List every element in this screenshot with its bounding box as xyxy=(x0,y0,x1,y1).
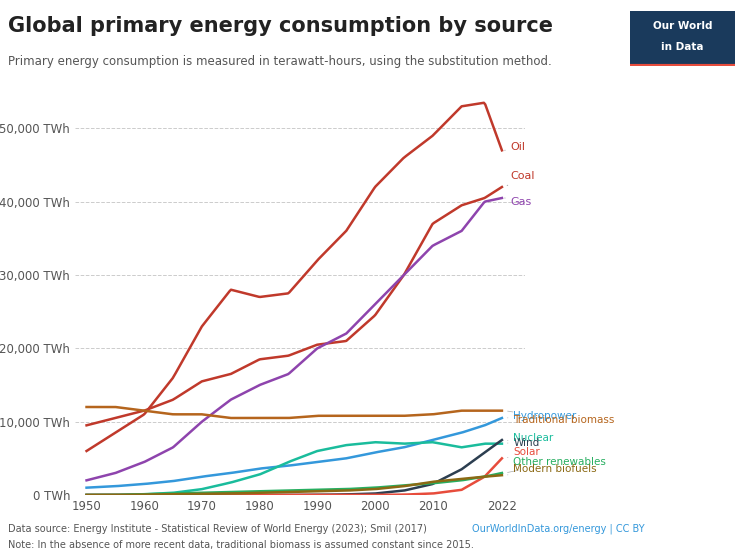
Text: Coal: Coal xyxy=(507,171,535,185)
Text: Gas: Gas xyxy=(505,197,532,207)
Text: Modern biofuels: Modern biofuels xyxy=(508,464,597,475)
Text: Traditional biomass: Traditional biomass xyxy=(508,411,615,425)
Text: Solar: Solar xyxy=(508,448,540,458)
Text: Nuclear: Nuclear xyxy=(508,433,554,443)
Text: Wind: Wind xyxy=(508,438,540,448)
Text: Data source: Energy Institute - Statistical Review of World Energy (2023); Smil : Data source: Energy Institute - Statisti… xyxy=(8,524,426,534)
Text: Global primary energy consumption by source: Global primary energy consumption by sou… xyxy=(8,16,553,36)
Text: Oil: Oil xyxy=(505,142,526,152)
Text: Other renewables: Other renewables xyxy=(508,457,606,472)
Text: Our World: Our World xyxy=(652,21,712,31)
Text: Note: In the absence of more recent data, traditional biomass is assumed constan: Note: In the absence of more recent data… xyxy=(8,540,473,550)
Text: in Data: in Data xyxy=(662,42,704,52)
Text: OurWorldInData.org/energy | CC BY: OurWorldInData.org/energy | CC BY xyxy=(472,523,645,534)
Text: Hydropower: Hydropower xyxy=(508,411,577,421)
Text: Primary energy consumption is measured in terawatt-hours, using the substitution: Primary energy consumption is measured i… xyxy=(8,55,551,68)
